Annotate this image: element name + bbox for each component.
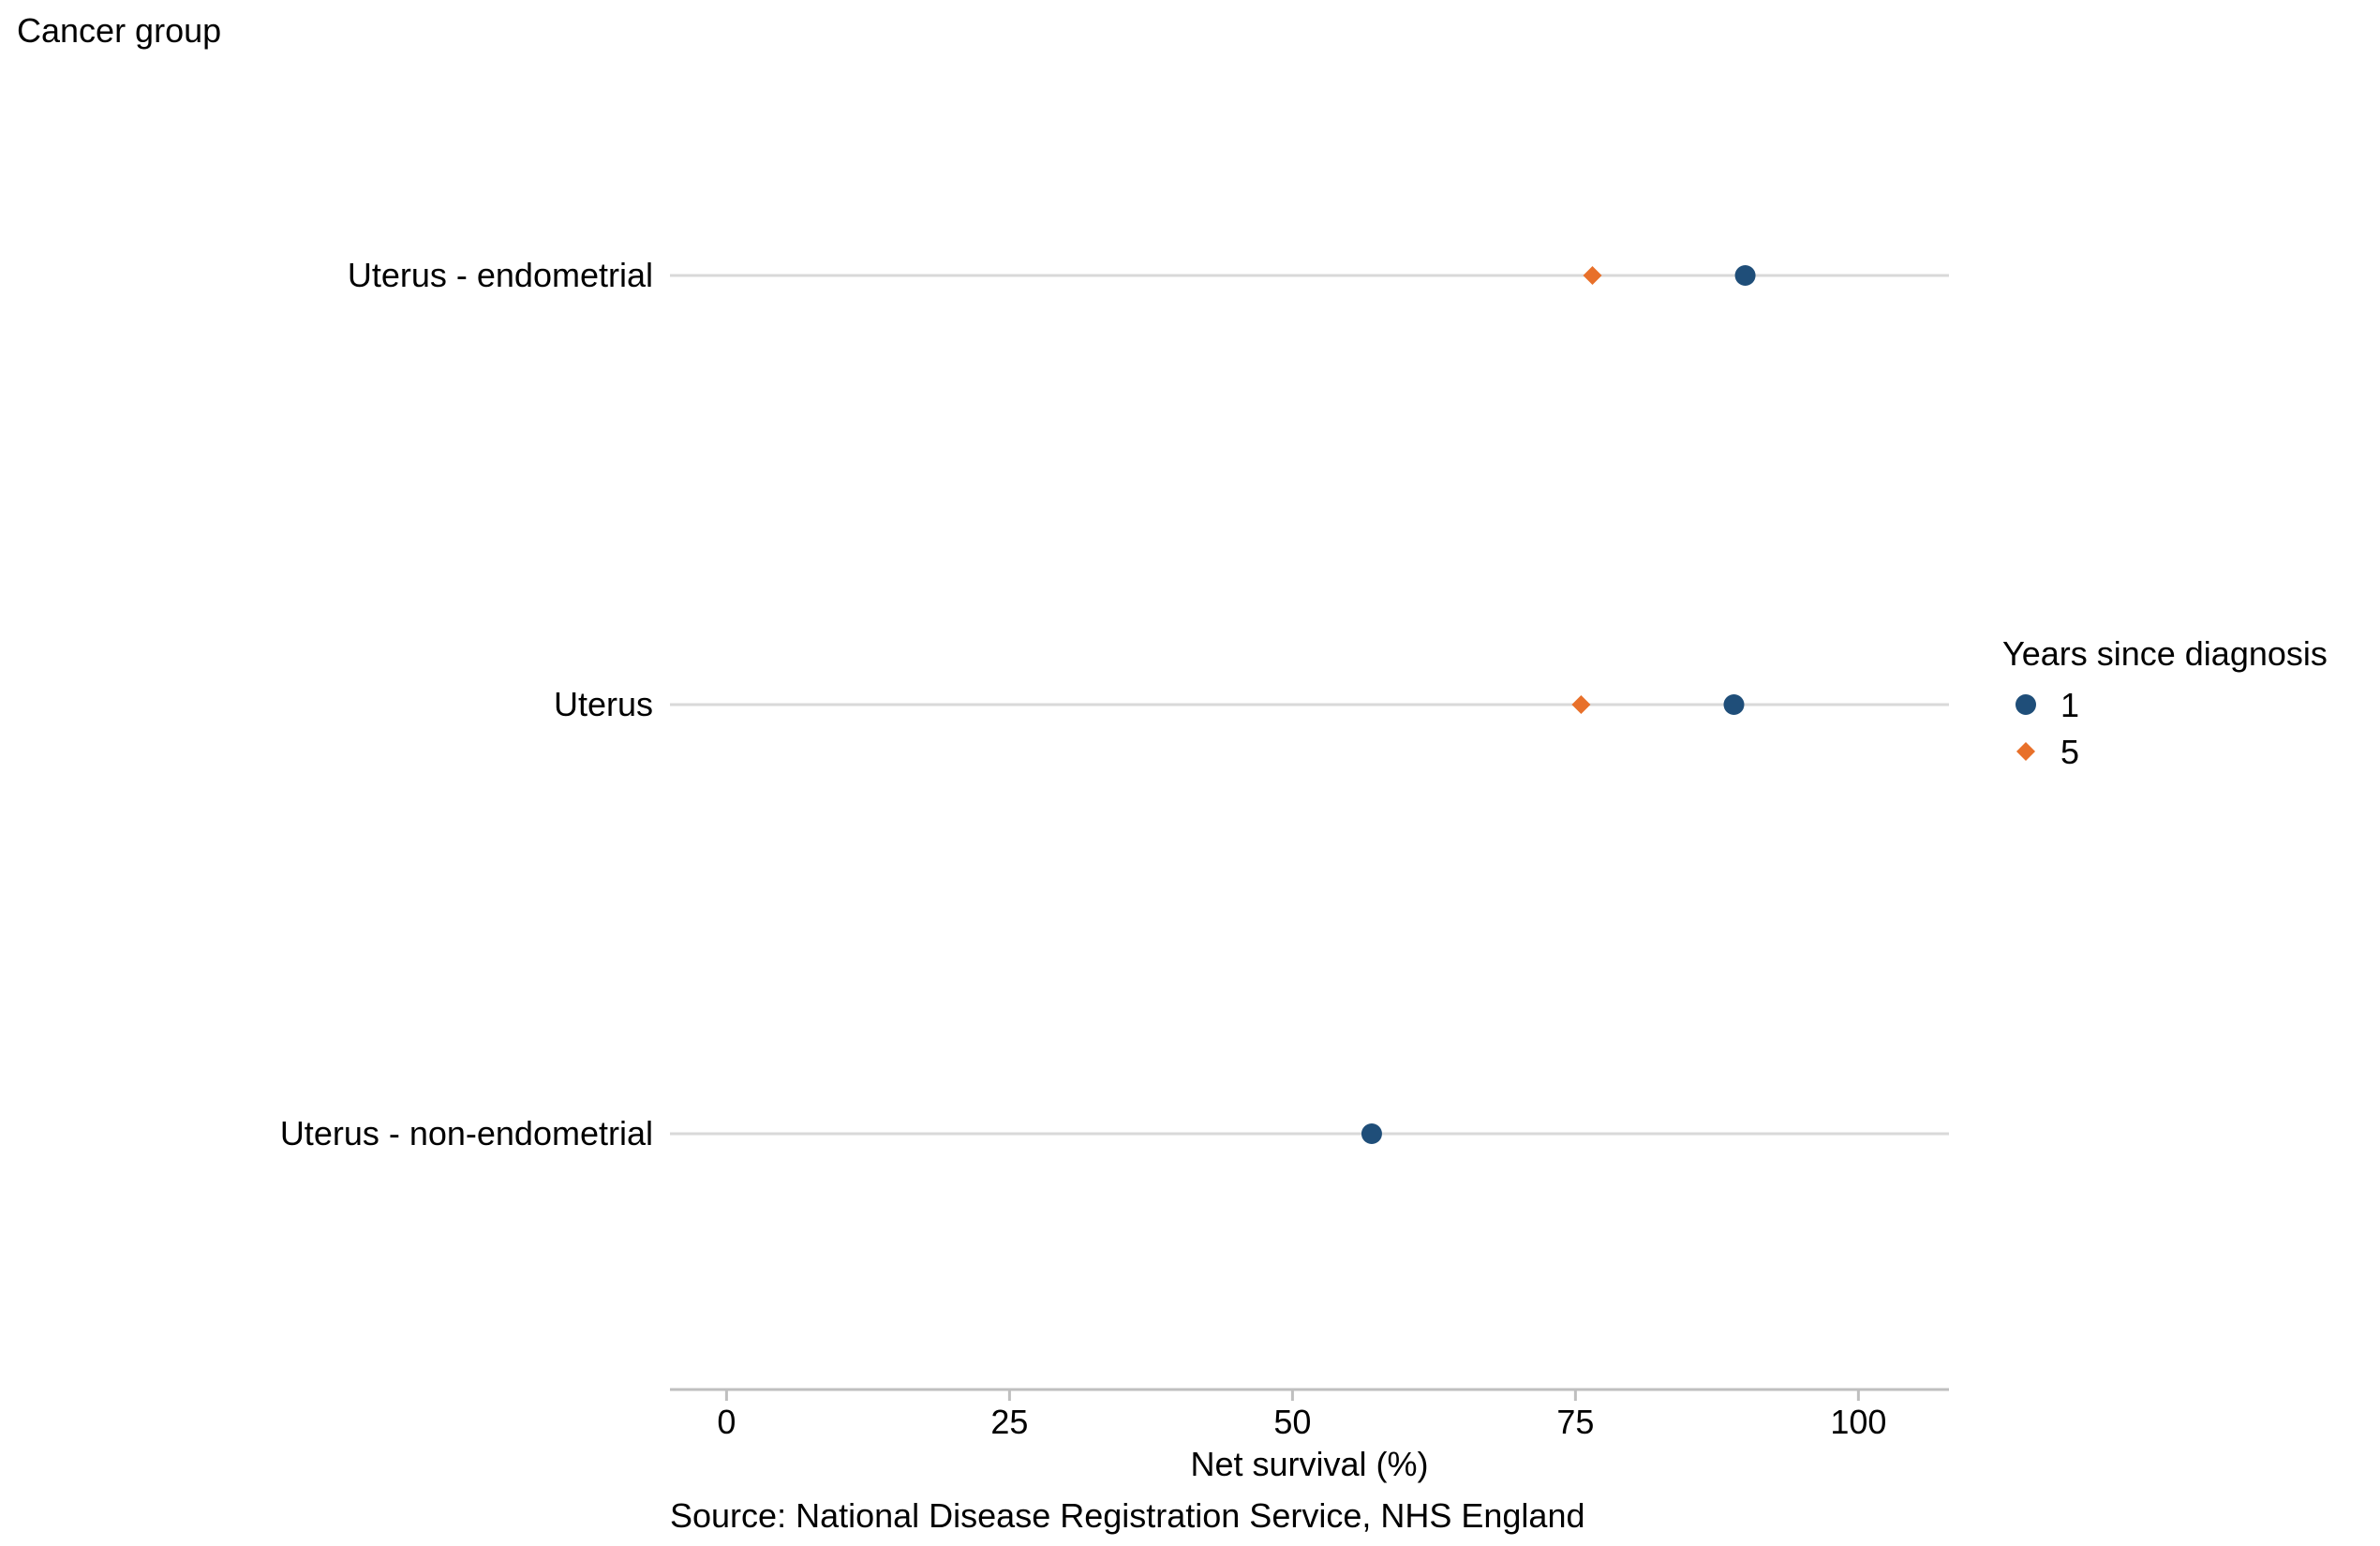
x-ticks: 0 25 50 75 100	[717, 1390, 1886, 1441]
legend-items: 15	[2016, 686, 2079, 771]
data-points	[1361, 265, 1756, 1144]
data-point-5yr	[1571, 695, 1591, 714]
x-axis-title: Net survival (%)	[1190, 1445, 1428, 1483]
category-lines	[670, 274, 1949, 1136]
legend-marker-1yr	[2016, 694, 2036, 715]
data-point-5yr	[1583, 266, 1602, 285]
legend-label: 1	[2060, 686, 2079, 724]
data-point-1yr	[1723, 694, 1745, 715]
category-label: Uterus - endometrial	[348, 256, 653, 294]
category-label: Uterus	[554, 685, 653, 723]
data-point-1yr	[1361, 1123, 1382, 1144]
x-tick-label: 100	[1830, 1403, 1886, 1441]
source-note: Source: National Disease Registration Se…	[670, 1496, 1584, 1535]
category-label: Uterus - non-endometrial	[280, 1114, 653, 1152]
x-tick-label: 0	[717, 1403, 736, 1441]
x-tick-label: 25	[990, 1403, 1028, 1441]
x-tick-label: 50	[1273, 1403, 1311, 1441]
x-tick-label: 75	[1556, 1403, 1594, 1441]
y-axis-title: Cancer group	[17, 11, 221, 50]
legend: Years since diagnosis 15	[2002, 634, 2328, 771]
category-labels: Uterus - endometrial Uterus Uterus - non-e…	[280, 256, 653, 1152]
legend-title: Years since diagnosis	[2002, 634, 2328, 673]
legend-marker-5yr	[2016, 742, 2035, 761]
legend-label: 5	[2060, 733, 2079, 771]
data-point-1yr	[1734, 265, 1756, 286]
